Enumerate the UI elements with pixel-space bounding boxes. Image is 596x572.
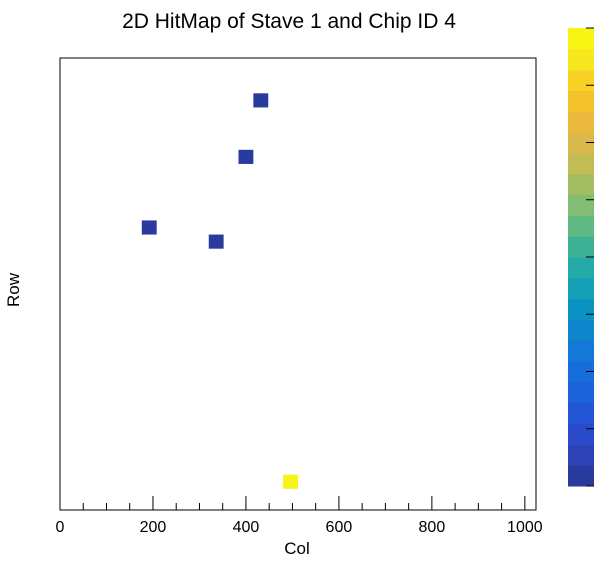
heatmap-bin-4 [208, 234, 224, 249]
color-scale-segment [568, 132, 594, 154]
color-scale-segment [568, 444, 594, 466]
color-scale-segment [568, 381, 594, 404]
color-scale-segment [568, 48, 594, 71]
heatmap-bin-3 [141, 220, 157, 235]
x-tick-label: 0 [56, 519, 65, 536]
color-scale-segment [568, 28, 594, 50]
plot-frame [59, 57, 537, 511]
color-scale-segment [568, 173, 594, 196]
y-axis-label: Row [4, 272, 23, 307]
x-tick-label: 600 [326, 519, 353, 536]
x-axis-label: Col [284, 539, 310, 558]
x-tick-label: 200 [140, 519, 167, 536]
color-scale-segment [568, 215, 594, 237]
color-scale-segment [568, 277, 594, 300]
heatmap-bins [141, 93, 298, 489]
color-scale-segment [568, 152, 594, 175]
color-scale-segment [568, 465, 594, 487]
heatmap-bin-1 [253, 93, 269, 108]
color-scale-segment [568, 236, 594, 258]
color-scale-segment [568, 340, 594, 362]
heatmap-bin-2 [238, 149, 254, 164]
color-scale-segment [568, 319, 594, 341]
x-tick-label: 800 [419, 519, 446, 536]
x-tick-label: 400 [233, 519, 260, 536]
color-scale-segment [568, 111, 594, 133]
color-scale-segment [568, 194, 594, 216]
color-scale-bar [568, 27, 594, 487]
color-scale-segment [568, 257, 594, 279]
color-scale-segment [568, 69, 594, 91]
color-scale-segment [568, 361, 594, 383]
chart-title: 2D HitMap of Stave 1 and Chip ID 4 [122, 10, 456, 33]
x-axis: 0 200 400 600 800 1000 [56, 496, 543, 536]
heatmap-bin-5 [283, 474, 298, 489]
x-tick-label: 1000 [507, 519, 543, 536]
color-scale-segment [568, 90, 594, 112]
color-scale-segment [568, 402, 594, 425]
color-scale-segment [568, 298, 594, 320]
color-scale-segment [568, 423, 594, 445]
